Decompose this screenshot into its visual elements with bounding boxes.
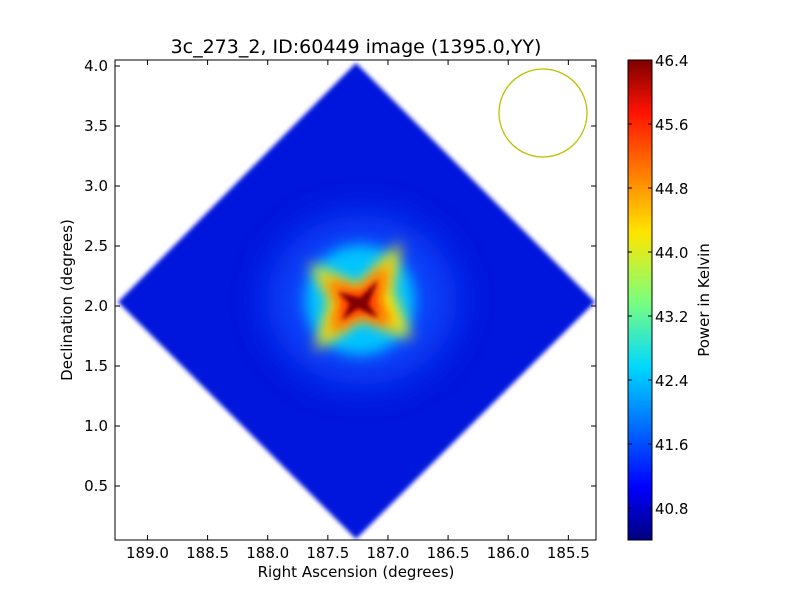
plot-frame — [114, 59, 597, 541]
source-core — [338, 280, 378, 320]
colorbar-tick-label: 44.0 — [655, 244, 688, 262]
y-tick-label: 2.0 — [84, 297, 108, 315]
colorbar-tick-label: 43.2 — [655, 308, 688, 326]
x-tick-label: 185.5 — [547, 544, 590, 562]
colorbar-tick-label: 45.6 — [655, 116, 688, 134]
chart-title: 3c_273_2, ID:60449 image (1395.0,YY) — [171, 36, 542, 58]
x-tick-label: 186.0 — [487, 544, 530, 562]
y-tick-label: 0.5 — [84, 477, 108, 495]
colorbar-tick-label: 41.6 — [655, 436, 688, 454]
colorbar-tick-label: 44.8 — [655, 180, 688, 198]
x-tick-label: 187.0 — [366, 544, 409, 562]
y-tick-label: 1.5 — [84, 357, 108, 375]
x-tick-label: 188.5 — [186, 544, 229, 562]
x-axis-label: Right Ascension (degrees) — [258, 563, 455, 581]
beam-circle — [498, 68, 588, 158]
colorbar-label: Power in Kelvin — [695, 243, 713, 357]
x-tick-label: 189.0 — [126, 544, 169, 562]
x-axis: 189.0 188.5 188.0 187.5 187.0 186.5 186.0 185.5 — [126, 60, 590, 562]
y-tick-label: 1.0 — [84, 417, 108, 435]
y-axis: 0.5 1.0 1.5 2.0 2.5 3.0 3.5 4.0 — [84, 57, 596, 495]
colorbar-tick-label: 42.4 — [655, 372, 688, 390]
colorbar-tick-label: 46.4 — [655, 52, 688, 70]
colorbar-axis: 40.8 41.6 42.4 43.2 44.0 44.8 45.6 46.4 — [628, 52, 688, 518]
colorbar-tick-label: 40.8 — [655, 500, 688, 518]
x-tick-label: 188.0 — [246, 544, 289, 562]
y-tick-label: 3.0 — [84, 177, 108, 195]
y-tick-label: 4.0 — [84, 57, 108, 75]
x-tick-label: 187.5 — [306, 544, 349, 562]
y-tick-label: 2.5 — [84, 237, 108, 255]
y-axis-label: Declination (degrees) — [58, 219, 76, 381]
heatmap-image — [118, 63, 595, 539]
x-tick-label: 186.5 — [427, 544, 470, 562]
colorbar — [627, 59, 653, 541]
y-tick-label: 3.5 — [84, 117, 108, 135]
